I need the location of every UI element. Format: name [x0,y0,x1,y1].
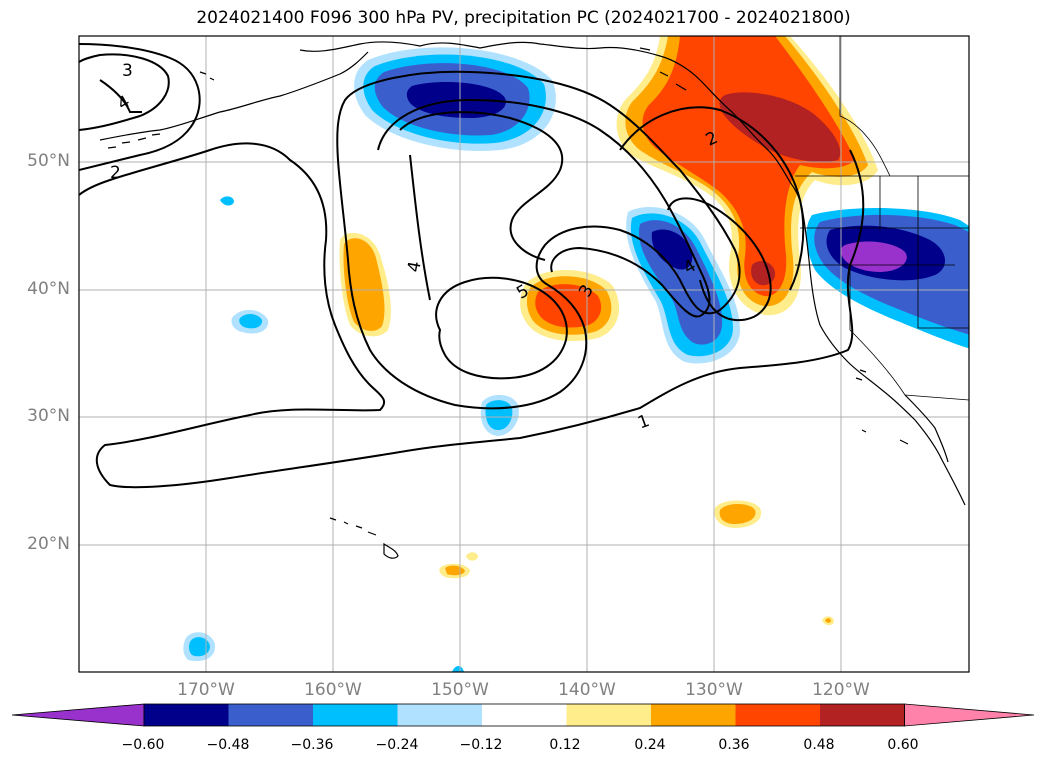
contour-label: 2 [110,163,121,183]
coastline-us-west [801,207,966,506]
border-states [795,176,969,396]
colorbar-segment [651,704,736,726]
contour-label: 3 [122,61,133,81]
lon-label-170w: 170°W [177,680,235,700]
colorbar-segment [228,704,314,726]
colorbar [11,703,1035,727]
pv-contour-11 [409,154,431,301]
pv-contour-5 [336,70,741,410]
pos-cell-1-core [719,504,756,524]
coastline-alaska-south [299,41,701,81]
contour-label: 1 [635,411,652,433]
colorbar-tick-label: 0.48 [803,737,835,753]
lat-label-40n: 40°N [27,279,70,299]
map-borders [795,36,969,401]
colorbar-extend-min [11,703,145,727]
lon-label-130w: 130°W [685,680,743,700]
colorbar-segment [482,704,567,726]
pos-cell-3 [466,552,478,561]
lat-label-50n: 50°N [27,151,70,171]
map-plot-area: 3 4 2 4 5 3 2 4 1 [79,36,969,672]
pv-contour-3 [79,53,170,131]
contour-label: 4 [404,260,426,274]
coastline-islands-4 [639,47,687,91]
pv-contour-1 [79,142,865,489]
neg-cell-1-core [239,314,263,329]
coastline-alaska-peninsula [99,51,369,141]
pos-region-central-core [535,284,602,328]
map-coastlines [99,41,966,559]
lon-label-140w: 140°W [558,680,616,700]
neg-cell-4 [220,196,234,206]
pos-region-coastal-bc-core [719,92,841,162]
colorbar-segment [566,704,652,726]
pv-contour-8 [435,276,568,380]
colorbar-tick-label: −0.60 [121,737,165,753]
map-gridlines [79,36,969,672]
colorbar-frame [143,703,905,727]
neg-region-offshore-core [651,229,693,270]
map-title: 2024021400 F096 300 hPa PV, precipitatio… [196,8,851,28]
border-alaska-canada [839,36,891,177]
coastline-islands-3 [329,517,399,559]
colorbar-tick-label: 0.12 [549,737,581,753]
colorbar-segment [820,704,905,726]
border-us-mexico [904,394,969,401]
neg-cell-3-core [188,637,210,657]
colorbar-segment [313,704,398,726]
colorbar-tick-label: −0.48 [206,737,250,753]
pv-contour-4 [99,79,142,113]
lon-label-160w: 160°W [304,680,362,700]
pv-contours [79,43,865,489]
lat-label-30n: 30°N [27,406,70,426]
precip-positive-regions [339,36,878,626]
colorbar-tick-label: 0.60 [887,737,919,753]
colorbar-segment [397,704,483,726]
colorbar-tick-label: 0.24 [634,737,666,753]
colorbar-extend-max [904,703,1035,727]
colorbar-tick-label: −0.36 [290,737,334,753]
neg-region-great-basin-core [841,241,907,272]
pv-contour-10 [619,106,805,291]
colorbar-tick-label: −0.12 [459,737,503,753]
lon-label-150w: 150°W [431,680,489,700]
pv-contour-6 [377,98,711,318]
coastline-islands-1 [107,133,161,149]
lat-label-20n: 20°N [27,534,70,554]
coastline-bc [699,79,803,209]
pos-cell-4-core [825,618,831,623]
neg-cell-5 [452,666,464,672]
colorbar-segment [144,704,229,726]
pos-region-west-core [343,238,385,331]
precip-negative-regions [183,47,969,672]
coastline-islands-5 [855,369,909,445]
colorbar-tick-label: −0.24 [375,737,419,753]
coastline-islands-2 [199,71,215,81]
colorbar-tick-label: 0.36 [718,737,750,753]
coastline-baja [904,394,949,463]
pv-contour-9 [667,197,772,322]
map-frame [78,35,970,673]
pos-region-coastal-bc-inner [642,36,855,297]
colorbar-segment [735,704,821,726]
pv-contour-2 [79,43,201,171]
lon-label-120w: 120°W [812,680,870,700]
pv-contour-7 [399,111,563,261]
